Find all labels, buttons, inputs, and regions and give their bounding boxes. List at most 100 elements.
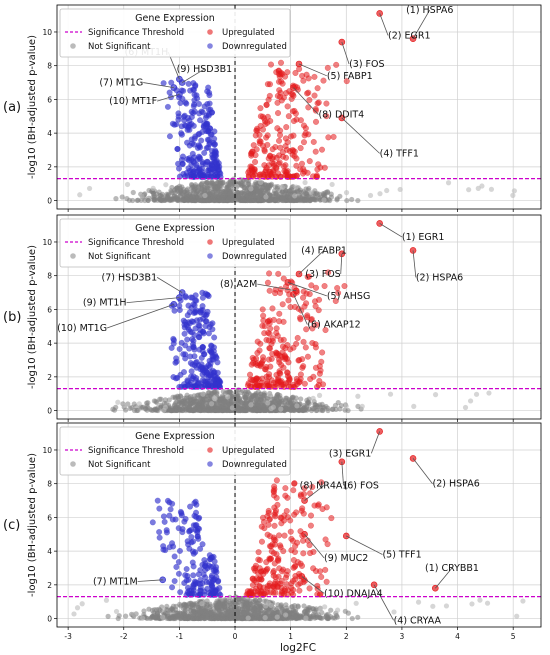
point-not-significant — [113, 608, 120, 615]
point-not-significant — [475, 185, 481, 191]
point-not-significant — [214, 614, 220, 621]
point-not-significant — [335, 399, 341, 406]
panel-label: (c) — [3, 518, 20, 533]
point-upregulated — [312, 148, 319, 155]
point-not-significant — [198, 181, 205, 188]
point-not-significant — [292, 193, 298, 199]
point-upregulated — [268, 170, 275, 177]
volcano-panel: (3) EGR1 (2) HSPA6 (6) FOS(8) NR4A1 (9) MUC… — [3, 422, 542, 641]
point-downregulated — [190, 572, 197, 579]
point-not-significant — [151, 194, 158, 200]
annotation-arrow — [298, 63, 327, 77]
point-downregulated — [184, 538, 191, 545]
point-upregulated — [259, 126, 267, 133]
point-downregulated — [209, 367, 217, 374]
point-downregulated — [192, 579, 199, 586]
point-not-significant — [322, 604, 328, 610]
legend-down-label: Downregulated — [222, 42, 287, 52]
point-not-significant — [105, 613, 111, 619]
point-upregulated — [272, 290, 279, 297]
point-upregulated — [295, 581, 302, 588]
point-downregulated — [164, 103, 171, 110]
point-downregulated — [191, 500, 198, 507]
point-upregulated — [284, 369, 291, 376]
point-upregulated — [268, 548, 275, 555]
point-upregulated — [265, 329, 272, 336]
point-upregulated — [293, 162, 300, 169]
point-downregulated — [184, 114, 191, 122]
point-not-significant — [321, 405, 327, 411]
point-downregulated — [190, 563, 197, 570]
point-upregulated — [296, 378, 303, 385]
point-not-significant — [278, 191, 284, 197]
point-not-significant — [334, 196, 340, 202]
point-upregulated — [304, 353, 311, 360]
y-tick-label: 6 — [47, 95, 52, 104]
point-not-significant — [135, 197, 141, 203]
point-not-significant — [466, 187, 472, 193]
point-not-significant — [268, 197, 274, 203]
point-downregulated — [189, 548, 196, 555]
point-downregulated — [215, 167, 222, 174]
point-downregulated — [205, 293, 212, 300]
point-downregulated — [210, 576, 217, 583]
point-not-significant — [229, 405, 236, 411]
point-not-significant — [260, 407, 267, 413]
point-upregulated — [295, 357, 302, 364]
point-downregulated — [174, 145, 181, 152]
point-upregulated — [252, 360, 259, 367]
point-not-significant — [303, 405, 310, 411]
legend-title: Gene Expression — [135, 13, 215, 24]
point-not-significant — [274, 614, 280, 620]
point-not-significant — [174, 196, 180, 202]
point-not-significant — [219, 188, 225, 194]
point-not-significant — [149, 607, 155, 613]
point-upregulated — [264, 582, 271, 590]
point-downregulated — [210, 567, 217, 574]
point-downregulated — [188, 373, 195, 380]
point-upregulated — [253, 376, 260, 383]
annotation-label: (5) TFF1 — [382, 550, 421, 561]
point-not-significant — [225, 394, 231, 400]
point-upregulated — [246, 371, 254, 378]
point-not-significant — [190, 610, 196, 616]
point-not-significant — [211, 197, 217, 203]
point-not-significant — [199, 601, 205, 607]
point-not-significant — [144, 407, 150, 413]
point-not-significant — [200, 186, 206, 193]
point-upregulated — [263, 373, 270, 380]
legend-up-swatch — [207, 239, 213, 245]
point-not-significant — [130, 189, 136, 196]
point-not-significant — [355, 614, 361, 620]
point-upregulated — [307, 522, 314, 529]
point-downregulated — [203, 120, 210, 127]
point-not-significant — [349, 615, 355, 622]
point-downregulated — [169, 120, 176, 127]
point-downregulated — [172, 359, 179, 366]
point-upregulated — [300, 363, 307, 370]
point-not-significant — [177, 189, 183, 196]
point-not-significant — [139, 193, 145, 199]
legend-down-swatch — [207, 253, 213, 259]
point-upregulated — [268, 355, 275, 362]
point-upregulated — [333, 61, 340, 68]
point-downregulated — [182, 355, 189, 362]
point-upregulated — [306, 585, 313, 592]
point-downregulated — [211, 128, 218, 135]
point-downregulated — [190, 584, 197, 591]
point-not-significant — [189, 602, 195, 608]
point-downregulated — [160, 546, 167, 553]
point-upregulated — [282, 485, 289, 492]
point-downregulated — [176, 547, 184, 555]
point-downregulated — [205, 128, 212, 135]
point-downregulated — [191, 154, 198, 161]
x-tick-label: 1 — [288, 632, 293, 641]
annotation-label: (7) MT1M — [93, 576, 138, 587]
point-downregulated — [156, 505, 163, 512]
point-upregulated — [275, 270, 282, 277]
point-downregulated — [197, 316, 204, 323]
legend-up-swatch — [207, 29, 213, 35]
point-upregulated — [330, 133, 337, 140]
point-not-significant — [135, 407, 141, 414]
point-not-significant — [123, 613, 129, 619]
